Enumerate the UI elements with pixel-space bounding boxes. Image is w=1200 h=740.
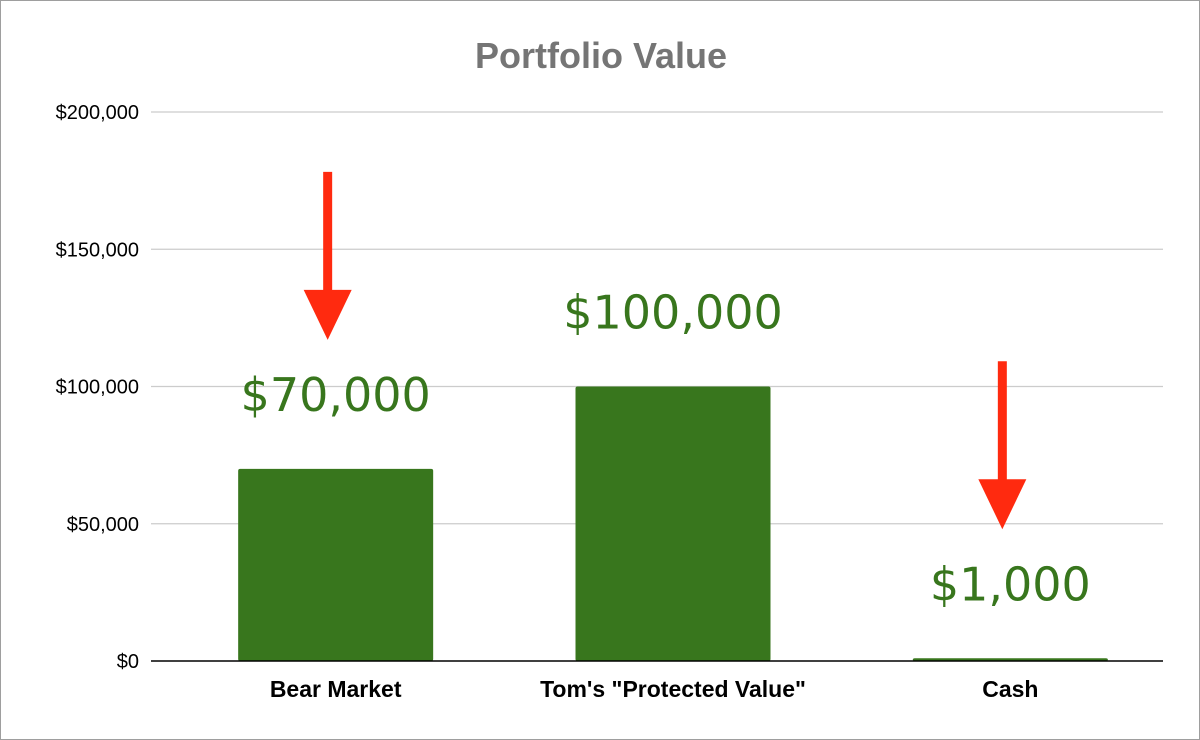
- y-tick-label: $100,000: [56, 377, 139, 399]
- x-tick-label: Tom's "Protected Value": [540, 676, 806, 702]
- y-tick-label: $0: [117, 651, 139, 673]
- bar: [575, 386, 771, 661]
- down-arrow-annotation: [978, 361, 1027, 530]
- data-label: $70,000: [241, 368, 431, 422]
- data-labels: $70,000 $100,000 $1,000: [241, 286, 1091, 612]
- data-label: $100,000: [563, 286, 783, 340]
- arrow-head: [978, 479, 1027, 530]
- x-tick-label: Cash: [982, 676, 1038, 702]
- y-tick-label: $50,000: [67, 514, 139, 536]
- bar: [238, 468, 434, 661]
- bars: [238, 386, 1108, 661]
- annotation-arrows: [303, 171, 1027, 530]
- x-axis-ticks: Bear Market Tom's "Protected Value" Cash: [270, 676, 1039, 702]
- y-axis-ticks: $0 $50,000 $100,000 $150,000 $200,000: [56, 102, 139, 673]
- y-tick-label: $200,000: [56, 102, 139, 124]
- y-tick-label: $150,000: [56, 239, 139, 261]
- x-tick-label: Bear Market: [270, 676, 402, 702]
- chart-title: Portfolio Value: [475, 35, 727, 76]
- down-arrow-annotation: [303, 171, 352, 340]
- data-label: $1,000: [930, 557, 1091, 611]
- arrow-head: [303, 289, 352, 340]
